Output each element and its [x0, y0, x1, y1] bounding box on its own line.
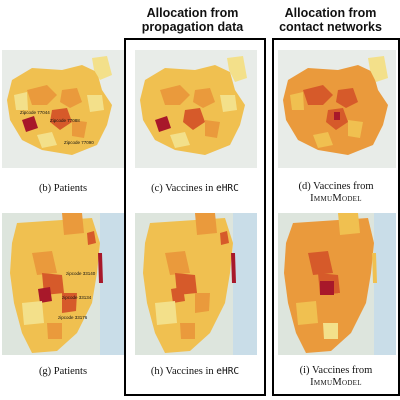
caption-i-line2: ImmuModel — [310, 377, 362, 388]
caption-i: (i) Vaccines from ImmuModel — [276, 365, 396, 389]
frame-contact — [272, 38, 400, 396]
annotation-top-1: Zipcode 77044 — [20, 110, 50, 115]
caption-b: (b) Patients — [38, 183, 88, 194]
map-g-patients: zipcode 33140 zipcode 33134 zipcode 3317… — [2, 213, 124, 355]
caption-h-mono: eHRC — [216, 366, 240, 377]
caption-c-mono: eHRC — [215, 183, 239, 194]
header-propagation: Allocation from propagation data — [141, 6, 244, 34]
caption-d: (d) Vaccines from ImmuModel — [276, 181, 396, 205]
caption-c-prefix: (c) Vaccines in — [151, 183, 216, 194]
caption-d-line1: (d) Vaccines from — [298, 181, 374, 192]
caption-h: (h) Vaccines in eHRC — [128, 366, 262, 378]
header-contact: Allocation from contact networks — [279, 6, 382, 34]
caption-i-line1: (i) Vaccines from — [299, 365, 373, 376]
map-i-vaccines-immumodel — [278, 213, 396, 355]
annotation-bottom-1: zipcode 33140 — [66, 271, 96, 276]
map-b-patients: Zipcode 77044 Zipcode 77088 Zipcode 7709… — [2, 50, 124, 168]
caption-g: (g) Patients — [38, 366, 88, 377]
map-c-vaccines-ehrc — [135, 50, 257, 168]
caption-c: (c) Vaccines in eHRC — [128, 183, 262, 195]
map-d-vaccines-immumodel — [278, 50, 396, 168]
annotation-bottom-2: zipcode 33134 — [62, 295, 92, 300]
caption-h-prefix: (h) Vaccines in — [150, 366, 217, 377]
annotation-top-2: Zipcode 77088 — [50, 118, 80, 123]
frame-propagation — [124, 38, 266, 396]
caption-d-line2: ImmuModel — [310, 193, 362, 204]
annotation-top-3: Zipcode 77090 — [64, 140, 94, 145]
map-h-vaccines-ehrc — [135, 213, 257, 355]
annotation-bottom-3: zipcode 33176 — [58, 315, 88, 320]
